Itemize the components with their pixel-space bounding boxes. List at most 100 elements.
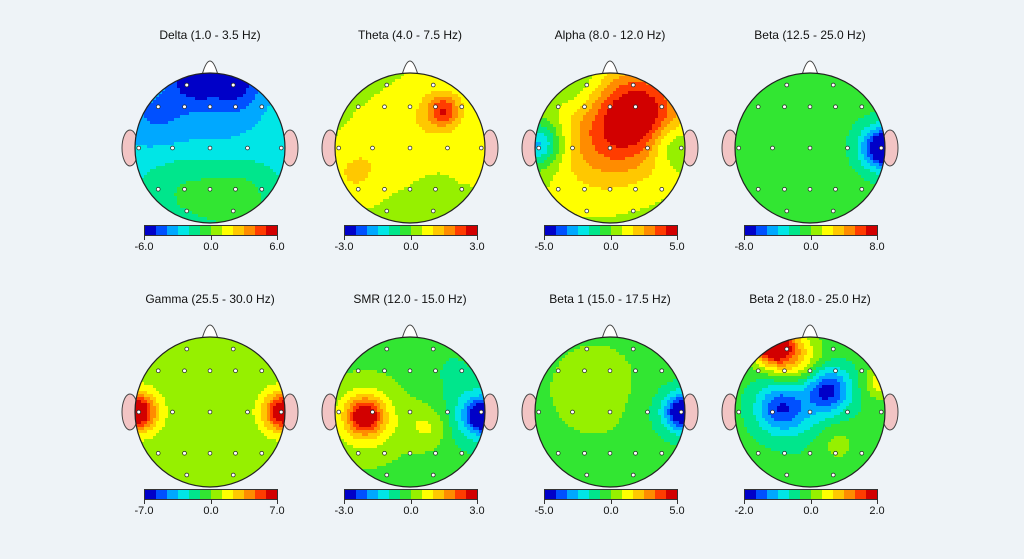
heatmap-cell — [422, 133, 426, 137]
heatmap-cell — [246, 136, 250, 140]
heatmap-cell — [565, 91, 569, 95]
heatmap-cell — [180, 103, 184, 107]
heatmap-cell — [458, 124, 462, 128]
heatmap-cell — [198, 217, 202, 221]
heatmap-cell — [652, 118, 656, 122]
heatmap-cell — [470, 145, 474, 149]
heatmap-cell — [389, 142, 393, 146]
heatmap-cell — [440, 202, 444, 206]
heatmap-cell — [222, 139, 226, 143]
heatmap-cell — [401, 220, 405, 223]
heatmap-cell — [377, 187, 381, 191]
heatmap-cell — [443, 175, 447, 179]
heatmap-cell — [625, 100, 629, 104]
heatmap-cell — [452, 175, 456, 179]
heatmap-cell — [583, 73, 587, 77]
heatmap-cell — [640, 103, 644, 107]
heatmap-cell — [162, 139, 166, 143]
heatmap-cell — [252, 130, 256, 134]
heatmap-cell — [571, 115, 575, 119]
heatmap-cell — [162, 151, 166, 155]
heatmap-cell — [362, 94, 366, 98]
heatmap-cell — [225, 136, 229, 140]
heatmap-cell — [192, 154, 196, 158]
heatmap-cell — [670, 109, 674, 113]
heatmap-cell — [198, 157, 202, 161]
heatmap-cell — [476, 151, 480, 155]
heatmap-cell — [616, 85, 620, 89]
heatmap-cell — [607, 91, 611, 95]
heatmap-cell — [374, 193, 378, 197]
heatmap-cell — [198, 142, 202, 146]
heatmap-cell — [568, 94, 572, 98]
heatmap-cell — [622, 100, 626, 104]
heatmap-cell — [595, 112, 599, 116]
heatmap-cell — [183, 190, 187, 194]
heatmap-cell — [628, 88, 632, 92]
heatmap-cell — [395, 109, 399, 113]
heatmap-cell — [141, 187, 145, 191]
heatmap-cell — [362, 151, 366, 155]
heatmap-cell — [565, 109, 569, 113]
heatmap-cell — [419, 145, 423, 149]
heatmap-cell — [479, 139, 483, 143]
heatmap-cell — [356, 151, 360, 155]
heatmap-cell — [213, 130, 217, 134]
heatmap-cell — [407, 202, 411, 206]
heatmap-cell — [183, 145, 187, 149]
heatmap-cell — [147, 130, 151, 134]
heatmap-cell — [637, 73, 641, 77]
heatmap-cell — [413, 208, 417, 212]
heatmap-cell — [246, 151, 250, 155]
heatmap-cell — [156, 196, 160, 200]
heatmap-cell — [225, 112, 229, 116]
heatmap-cell — [359, 208, 363, 212]
heatmap-cell — [204, 136, 208, 140]
heatmap-cell — [270, 118, 274, 122]
heatmap-cell — [380, 196, 384, 200]
heatmap-cell — [228, 190, 232, 194]
heatmap-cell — [401, 208, 405, 212]
heatmap-cell — [180, 73, 184, 77]
heatmap-cell — [589, 76, 593, 80]
heatmap-cell — [392, 148, 396, 152]
heatmap-cell — [422, 151, 426, 155]
heatmap-cell — [276, 148, 280, 152]
heatmap-cell — [425, 118, 429, 122]
heatmap-cell — [231, 217, 235, 221]
heatmap-cell — [646, 103, 650, 107]
heatmap-cell — [162, 181, 166, 185]
heatmap-cell — [335, 154, 339, 158]
heatmap-cell — [428, 193, 432, 197]
heatmap-cell — [595, 106, 599, 110]
heatmap-cell — [234, 88, 238, 92]
heatmap-cell — [440, 157, 444, 161]
heatmap-cell — [431, 199, 435, 203]
heatmap-cell — [237, 178, 241, 182]
heatmap-cell — [213, 139, 217, 143]
heatmap-cell — [640, 79, 644, 83]
heatmap-cell — [204, 88, 208, 92]
heatmap-cell — [446, 205, 450, 209]
heatmap-cell — [425, 217, 429, 221]
heatmap-cell — [655, 103, 659, 107]
heatmap-cell — [141, 115, 145, 119]
heatmap-cell — [150, 190, 154, 194]
heatmap-cell — [392, 94, 396, 98]
heatmap-cell — [189, 82, 193, 86]
heatmap-cell — [377, 148, 381, 152]
heatmap-cell — [171, 157, 175, 161]
heatmap-cell — [174, 166, 178, 170]
heatmap-cell — [443, 121, 447, 125]
heatmap-cell — [177, 175, 181, 179]
heatmap-cell — [183, 169, 187, 173]
heatmap-cell — [374, 121, 378, 125]
heatmap-cell — [389, 118, 393, 122]
heatmap-cell — [452, 160, 456, 164]
heatmap-cell — [452, 169, 456, 173]
heatmap-cell — [416, 184, 420, 188]
heatmap-cell — [222, 214, 226, 218]
heatmap-cell — [676, 106, 680, 110]
heatmap-cell — [392, 115, 396, 119]
heatmap-cell — [643, 97, 647, 101]
